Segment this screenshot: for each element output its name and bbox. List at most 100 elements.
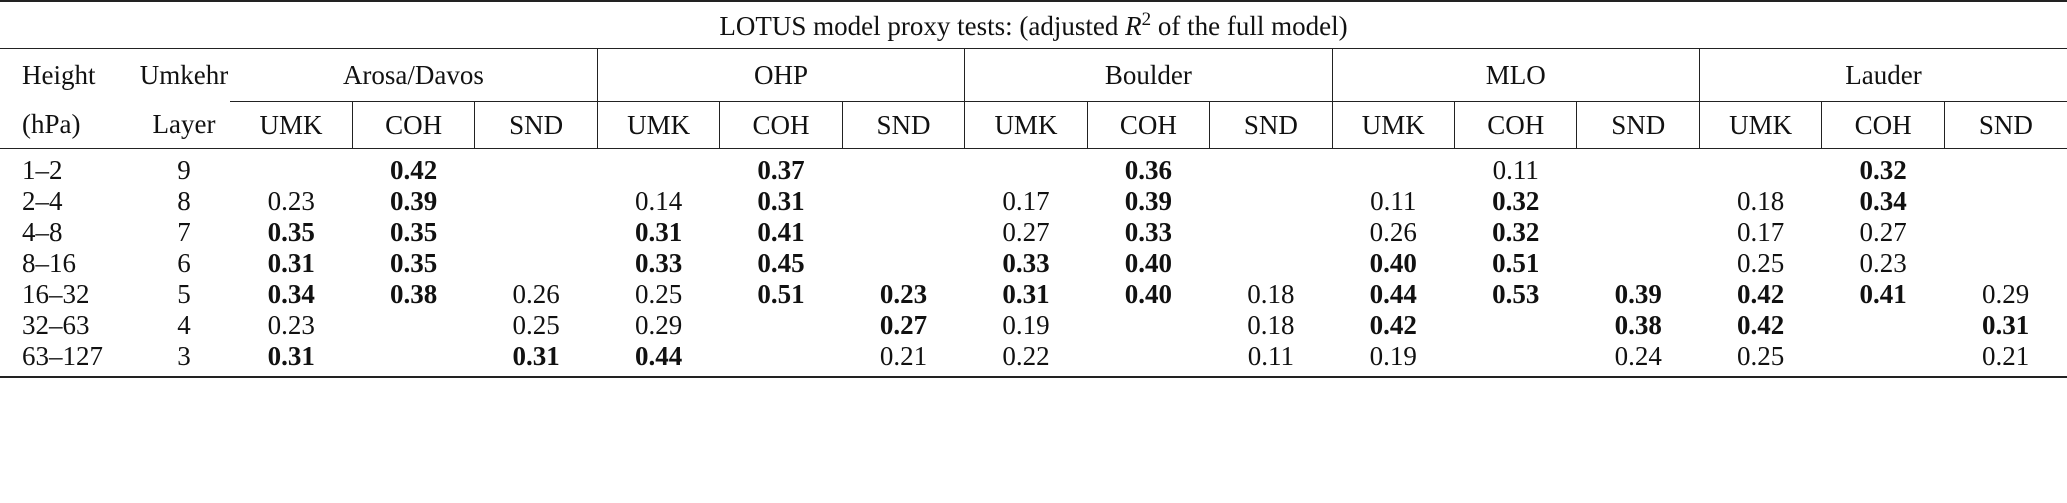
value-cell: 0.29 [634, 310, 683, 340]
value-cell: 0.23 [267, 186, 315, 216]
subcolumn-header: COH [1086, 101, 1210, 149]
value-cell: 0.42 [1737, 310, 1785, 340]
value-cell [842, 248, 964, 279]
value-cell: 0.40 [1124, 248, 1173, 278]
value-cell: 0.27 [1859, 217, 1907, 247]
value-cell [352, 310, 474, 341]
value-cell: 0.18 [1247, 279, 1295, 309]
value-cell: 0.23 [1859, 248, 1907, 278]
value-cell: 0.21 [842, 341, 965, 378]
value-cell [230, 149, 352, 187]
value-cell: 0.23 [879, 279, 928, 309]
header-cell: Umkehr [139, 59, 229, 90]
value-cell: 0.51 [1492, 248, 1540, 278]
group-header: Boulder [964, 48, 1333, 102]
header-cell: Layer [138, 101, 230, 149]
value-cell: 0.27 [1002, 217, 1050, 247]
value-cell: 0.34 [1859, 186, 1907, 216]
title-symbol: R [1125, 10, 1142, 41]
title-superscript: 2 [1141, 8, 1152, 30]
value-cell: 0.21 [1944, 341, 2067, 378]
value-cell: 0.51 [757, 279, 805, 309]
subcolumn-header: SND [1576, 101, 1700, 149]
value-cell [1332, 149, 1454, 187]
value-cell: 0.26 [512, 279, 560, 309]
group-header: OHP [596, 48, 965, 102]
value-cell: 0.32 [1492, 186, 1540, 216]
value-cell [1577, 248, 1699, 279]
subcolumn-header: COH [1454, 101, 1577, 149]
value-cell: 0.17 [1737, 217, 1785, 247]
value-cell: 0.38 [390, 279, 438, 309]
value-cell: 0.34 [267, 279, 315, 309]
value-cell [1944, 248, 2067, 279]
layer-cell: 7 [177, 217, 191, 247]
value-cell: 0.14 [634, 186, 683, 216]
value-cell: 0.33 [1002, 248, 1050, 278]
layer-cell: 4 [177, 310, 191, 340]
value-cell [720, 310, 842, 341]
value-cell [1577, 149, 1699, 187]
subcolumn-header: UMK [596, 101, 720, 149]
height-cell: 1–2 [22, 155, 63, 185]
header-cell: (hPa) [0, 101, 138, 149]
value-cell: 0.17 [1002, 186, 1050, 216]
value-cell [1577, 186, 1699, 217]
table-row: 32–63 4 0.23 0.25 0.29 0.27 0.19 0.18 0.42 0.38 0.… [0, 310, 2067, 341]
value-cell: 0.39 [1124, 186, 1173, 216]
value-cell: 0.25 [1737, 248, 1785, 278]
value-cell: 0.19 [1332, 341, 1455, 378]
value-cell: 0.41 [757, 217, 805, 247]
value-cell: 0.29 [1982, 279, 2030, 309]
layer-cell: 3 [138, 341, 230, 378]
table-row: 8–16 6 0.31 0.35 0.33 0.45 0.33 0.40 0.40 0.51 0.2… [0, 248, 2067, 279]
header-row: (hPa) Layer UMK COH SND UMK COH SND UMK COH SND U… [0, 101, 2067, 149]
value-cell: 0.25 [512, 310, 560, 340]
table-row: 4–8 7 0.35 0.35 0.31 0.41 0.27 0.33 0.26 0.32 0.17… [0, 217, 2067, 248]
subcolumn-header: UMK [1331, 101, 1455, 149]
value-cell: 0.42 [1369, 310, 1417, 340]
value-cell [1822, 310, 1944, 341]
group-header: Arosa/Davos [230, 48, 598, 102]
value-cell [842, 149, 964, 187]
header-row: Height Umkehr Arosa/Davos OHP Boulder MLO La… [0, 48, 2067, 102]
proxy-table: LOTUS model proxy tests: (adjusted R2 of… [0, 0, 2067, 378]
value-cell: 0.33 [634, 248, 683, 278]
value-cell [475, 217, 597, 248]
table-body: 1–2 9 0.42 0.37 0.36 0.11 0.32 2–4 8 0.23 0.39 0.14… [0, 149, 2067, 378]
value-cell: 0.23 [267, 310, 315, 340]
value-cell [1699, 149, 1821, 187]
layer-cell: 9 [177, 155, 191, 185]
subcolumn-header: UMK [964, 101, 1088, 149]
value-cell [1210, 186, 1332, 217]
value-cell: 0.31 [267, 248, 315, 278]
value-cell [1944, 217, 2067, 248]
height-cell: 32–63 [22, 310, 90, 340]
height-cell: 4–8 [22, 217, 63, 247]
value-cell: 0.44 [1369, 279, 1417, 309]
value-cell [1944, 149, 2067, 187]
value-cell [1210, 149, 1332, 187]
value-cell: 0.11 [1209, 341, 1333, 378]
value-cell [475, 186, 597, 217]
value-cell: 0.11 [1492, 155, 1539, 185]
subcolumn-header: COH [719, 101, 843, 149]
value-cell: 0.32 [1492, 217, 1540, 247]
table-row: 16–32 5 0.34 0.38 0.26 0.25 0.51 0.23 0.31 0.40 0.… [0, 279, 2067, 310]
title-text: of the full model) [1151, 10, 1348, 41]
value-cell: 0.31 [757, 186, 805, 216]
value-cell: 0.18 [1737, 186, 1785, 216]
value-cell: 0.42 [1737, 279, 1785, 309]
value-cell: 0.36 [1124, 155, 1173, 185]
value-cell: 0.42 [390, 155, 438, 185]
value-cell [352, 341, 475, 378]
title-text: LOTUS model proxy tests: (adjusted [719, 10, 1126, 41]
value-cell [842, 186, 964, 217]
title-row: LOTUS model proxy tests: (adjusted R2 of… [0, 0, 2067, 49]
value-cell [719, 341, 843, 378]
value-cell: 0.31 [230, 341, 353, 378]
value-cell: 0.35 [390, 248, 438, 278]
value-cell [1455, 310, 1577, 341]
height-cell: 2–4 [22, 186, 63, 216]
